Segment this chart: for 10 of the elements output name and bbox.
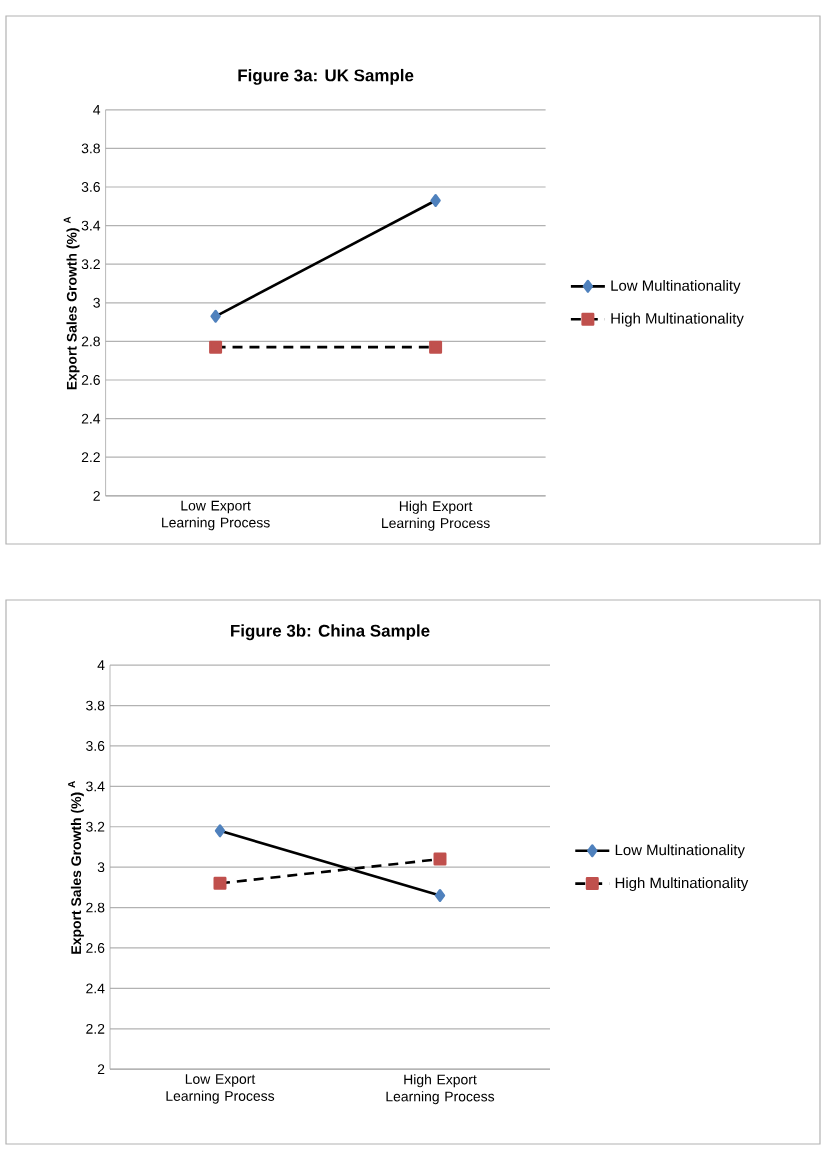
point — [433, 852, 447, 866]
point — [209, 340, 223, 354]
point — [430, 194, 441, 207]
chart-title: Figure 3a: UK Sample — [238, 68, 414, 85]
chart-title: Figure 3b: China Sample — [231, 624, 430, 641]
point — [434, 888, 446, 902]
point — [210, 309, 221, 323]
point — [213, 876, 227, 890]
point — [429, 340, 443, 354]
point — [214, 824, 226, 838]
